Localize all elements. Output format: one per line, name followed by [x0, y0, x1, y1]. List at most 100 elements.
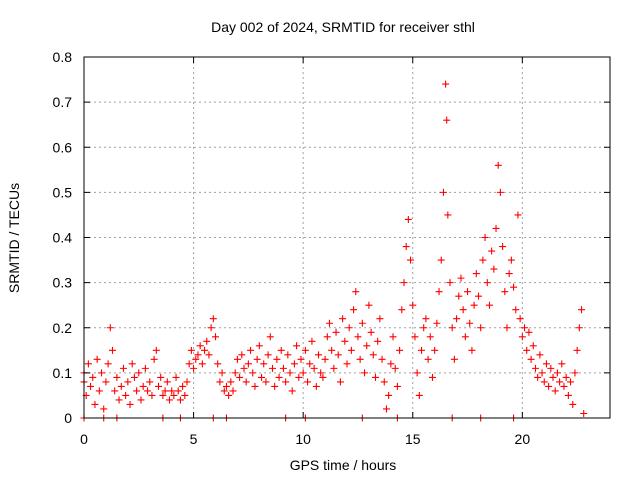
data-point — [496, 188, 504, 196]
data-point — [301, 346, 309, 354]
data-point — [168, 387, 176, 395]
x-axis-label: GPS time / hours — [290, 457, 397, 473]
data-point — [420, 324, 428, 332]
data-point — [334, 351, 342, 359]
data-point — [578, 306, 586, 314]
data-point — [442, 80, 450, 88]
data-point — [165, 396, 173, 404]
data-point — [295, 373, 303, 381]
data-point — [122, 391, 130, 399]
data-point — [529, 342, 537, 350]
data-point — [542, 360, 550, 368]
data-point — [448, 324, 456, 332]
data-point — [144, 387, 152, 395]
data-point — [100, 405, 108, 413]
y-tick-label: 0.6 — [53, 139, 73, 155]
data-point — [93, 355, 101, 363]
data-point — [89, 373, 97, 381]
data-point — [236, 373, 244, 381]
data-point — [174, 387, 182, 395]
data-point — [253, 355, 261, 363]
data-point — [273, 355, 281, 363]
data-point — [187, 346, 195, 354]
data-point — [157, 373, 165, 381]
data-point — [492, 224, 500, 232]
y-tick-label: 0.1 — [53, 365, 73, 381]
data-point — [251, 382, 259, 390]
data-point — [512, 306, 520, 314]
data-point — [135, 369, 143, 377]
y-axis-label: SRMTID / TECUs — [6, 183, 22, 293]
data-point — [205, 351, 213, 359]
data-point — [433, 319, 441, 327]
data-point — [466, 319, 474, 327]
data-point — [310, 364, 318, 372]
data-point — [477, 324, 485, 332]
data-point — [376, 315, 384, 323]
data-point — [328, 346, 336, 354]
data-point — [569, 400, 577, 408]
data-point — [404, 215, 412, 223]
data-point — [179, 382, 187, 390]
data-point — [258, 373, 266, 381]
data-point — [551, 387, 559, 395]
data-point — [446, 279, 454, 287]
data-point — [345, 324, 353, 332]
data-point — [255, 342, 263, 350]
data-point — [464, 288, 472, 296]
data-point — [148, 391, 156, 399]
data-point — [507, 256, 515, 264]
data-point — [483, 279, 491, 287]
data-point — [275, 373, 283, 381]
data-point — [139, 382, 147, 390]
data-point — [330, 364, 338, 372]
data-point — [503, 324, 511, 332]
data-point — [371, 373, 379, 381]
data-point — [218, 369, 226, 377]
data-point — [163, 378, 171, 386]
data-point — [580, 409, 588, 417]
data-point — [396, 346, 404, 354]
data-point — [418, 346, 426, 354]
data-point — [560, 382, 568, 390]
data-point — [407, 256, 415, 264]
data-point — [240, 364, 248, 372]
data-point — [130, 373, 138, 381]
data-point — [494, 161, 502, 169]
data-point — [536, 351, 544, 359]
data-point — [443, 116, 451, 124]
data-point — [352, 288, 360, 296]
data-point — [216, 378, 224, 386]
data-point — [323, 333, 331, 341]
data-point — [378, 355, 386, 363]
data-point — [549, 373, 557, 381]
data-point — [201, 346, 209, 354]
data-point — [475, 292, 482, 300]
y-tick-label: 0.5 — [53, 184, 73, 200]
data-point — [369, 351, 377, 359]
data-point — [365, 301, 373, 309]
data-point — [367, 328, 375, 336]
data-point — [525, 328, 533, 336]
data-point — [385, 391, 393, 399]
data-point — [247, 346, 255, 354]
data-point — [209, 315, 217, 323]
data-point — [534, 373, 542, 381]
data-point — [398, 306, 406, 314]
data-point — [231, 369, 239, 377]
data-point — [297, 355, 305, 363]
x-tick-label: 10 — [295, 431, 311, 447]
data-point — [424, 355, 432, 363]
data-point — [111, 387, 119, 395]
data-point — [102, 378, 110, 386]
data-point — [233, 355, 241, 363]
data-point — [119, 364, 127, 372]
data-point — [137, 396, 145, 404]
data-point — [115, 396, 123, 404]
data-point — [317, 369, 325, 377]
data-point — [461, 333, 469, 341]
data-point — [540, 378, 548, 386]
data-point — [290, 360, 298, 368]
data-point — [220, 387, 228, 395]
